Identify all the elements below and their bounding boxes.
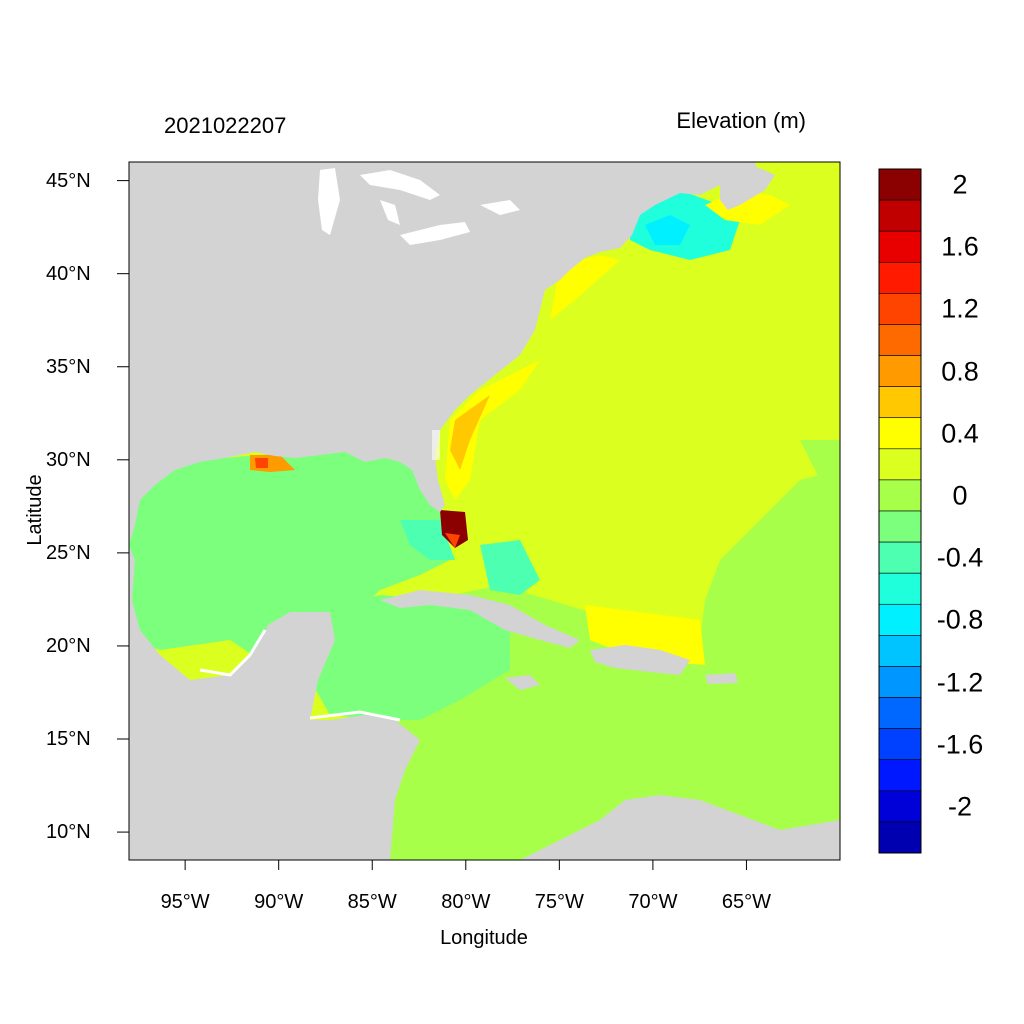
colorbar-swatch <box>878 572 922 605</box>
colorbar-swatch <box>878 479 922 512</box>
colorbar-swatch <box>878 666 922 698</box>
land-masses <box>129 162 840 860</box>
colorbar-label: 1.2 <box>941 293 979 324</box>
colorbar-label: 1.6 <box>941 231 979 262</box>
great-lakes <box>318 168 520 245</box>
y-tick-label: 45°N <box>46 169 91 192</box>
y-axis-label: Latitude <box>24 474 46 546</box>
x-tick-label: 80°W <box>441 891 491 913</box>
colorbar-label: 0.4 <box>941 418 979 449</box>
colorbar-swatch <box>878 728 922 761</box>
colorbar-swatch <box>878 821 922 854</box>
colorbar-swatch <box>878 603 922 636</box>
colorbar-swatch <box>878 386 922 419</box>
colorbar-swatch <box>878 293 922 325</box>
colorbar-label: -2 <box>947 791 973 822</box>
variable-title: Elevation (m) <box>676 108 806 133</box>
y-tick-label: 15°N <box>46 728 91 750</box>
x-tick-label: 85°W <box>347 891 397 913</box>
colorbar-swatch <box>878 199 922 232</box>
colorbar-swatch <box>878 759 922 792</box>
x-tick-label: 70°W <box>628 891 678 913</box>
x-tick-label: 95°W <box>160 891 210 913</box>
colorbar-swatch <box>878 355 922 387</box>
colorbar-swatch <box>878 417 922 450</box>
colorbar-swatch <box>878 790 922 823</box>
south-florida-surge <box>440 510 468 548</box>
y-tick-label: 20°N <box>46 634 91 657</box>
colorbar-swatch <box>878 324 922 356</box>
x-tick-label: 65°W <box>721 891 771 913</box>
colorbar-swatch <box>878 448 922 481</box>
colorbar-label: -0.4 <box>936 542 984 573</box>
colorbar-label: -1.6 <box>936 729 984 760</box>
colorbar-swatch <box>878 541 922 574</box>
colorbar-swatch <box>878 168 922 201</box>
y-tick-label: 35°N <box>46 355 91 378</box>
colorbar-swatch <box>878 230 922 263</box>
colorbar-label: 0.8 <box>941 356 979 387</box>
colorbar-label: -0.8 <box>936 604 984 635</box>
colorbar-frame <box>878 168 922 854</box>
gulf-of-mexico-water <box>129 450 450 700</box>
colorbar-swatch <box>878 510 922 543</box>
x-axis-ticks <box>184 860 747 870</box>
colorbar-label: 0 <box>952 480 968 511</box>
colorbar-swatch <box>878 697 922 729</box>
x-axis-label: Longitude <box>440 927 528 949</box>
colorbar-label: 2 <box>952 169 968 200</box>
y-tick-label: 10°N <box>46 821 91 844</box>
x-tick-label: 75°W <box>534 891 584 913</box>
colorbar-swatch <box>878 635 922 667</box>
date-title: 2021022207 <box>164 113 287 138</box>
colorbar-label: -1.2 <box>936 667 984 698</box>
plot-frame <box>128 161 841 861</box>
y-tick-label: 25°N <box>46 541 91 564</box>
x-tick-label: 90°W <box>254 891 304 913</box>
map-panel <box>129 162 840 860</box>
colorbar-swatch <box>878 261 922 294</box>
colorbar <box>878 168 922 854</box>
y-axis-ticks <box>117 180 129 833</box>
y-tick-label: 30°N <box>46 448 91 471</box>
y-tick-label: 40°N <box>46 262 91 285</box>
